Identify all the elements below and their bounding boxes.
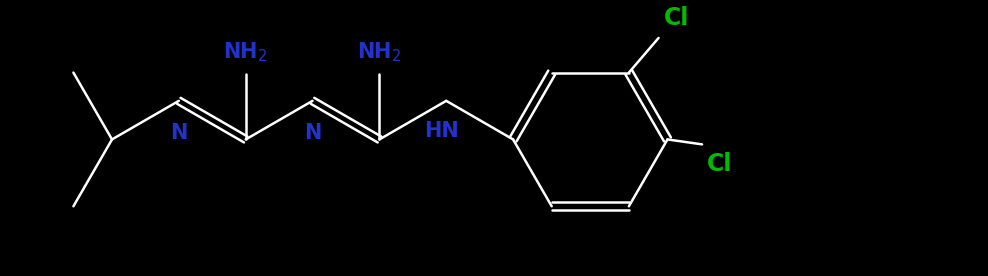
Text: N: N [304,123,321,143]
Text: Cl: Cl [664,6,689,30]
Text: NH$_2$: NH$_2$ [357,40,402,64]
Text: Cl: Cl [707,152,732,176]
Text: N: N [170,123,188,143]
Text: NH$_2$: NH$_2$ [223,40,268,64]
Text: HN: HN [424,121,458,141]
